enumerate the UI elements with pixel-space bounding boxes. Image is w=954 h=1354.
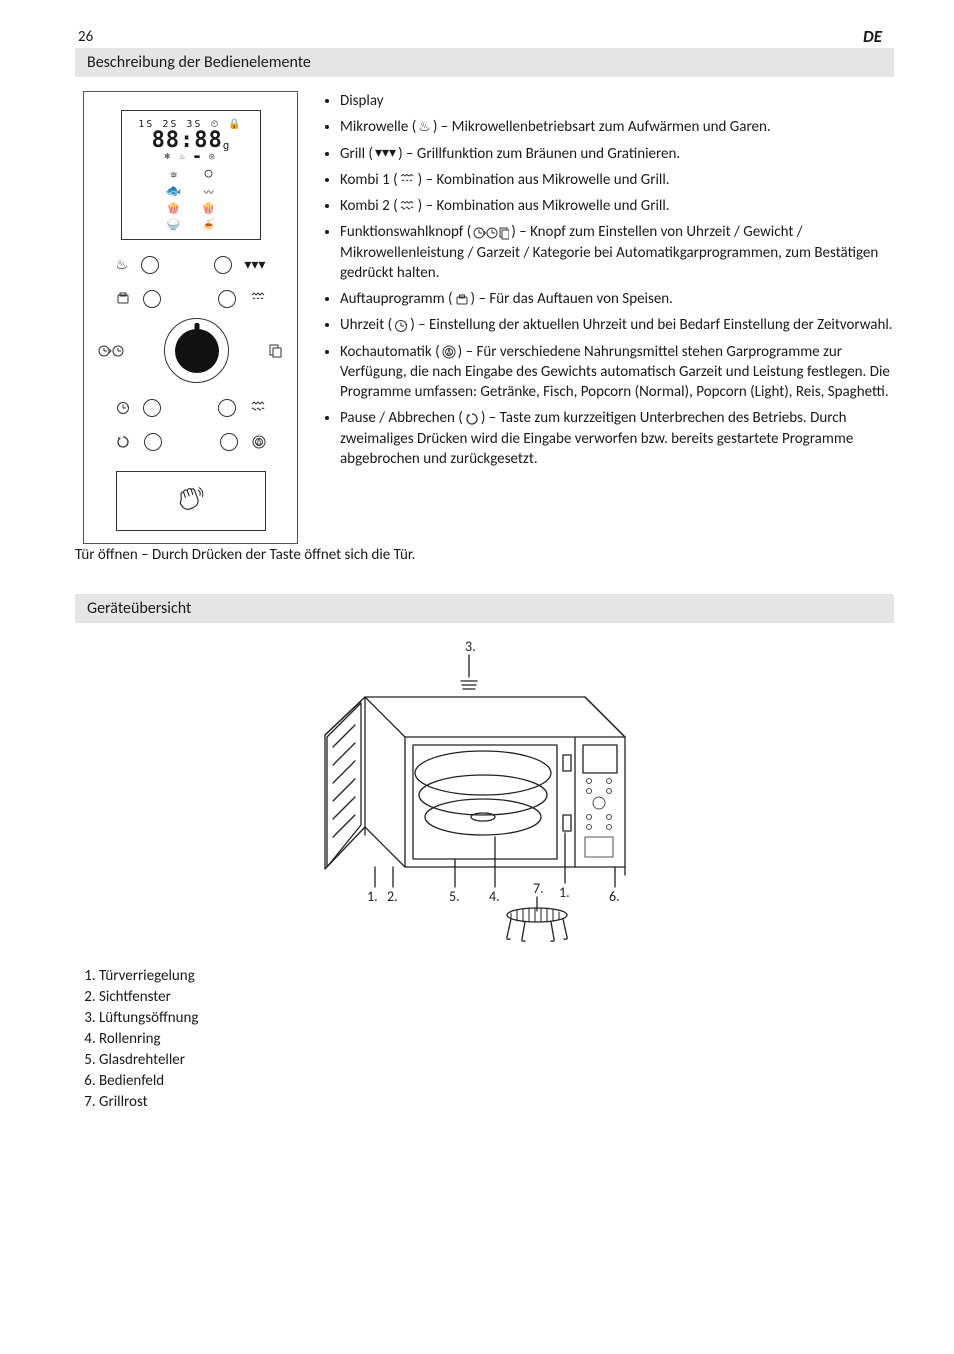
defrost-inline-icon (455, 290, 469, 309)
cup-icon: ☕ (170, 166, 178, 181)
svg-text:7.: 7. (533, 880, 544, 897)
rice-icon: 🍚 (167, 218, 181, 231)
bullet-clock: Uhrzeit () – Einstellung der aktuellen U… (340, 315, 894, 335)
combi1-icon (250, 292, 266, 306)
language-tag: DE (863, 26, 882, 47)
comp-4: Rollenring (99, 1030, 894, 1048)
combi2-icon (250, 401, 266, 415)
clock-icons (98, 344, 124, 358)
bullet-combi2: Kombi 2 () – Kombination aus Mikrowelle … (340, 196, 894, 216)
bullet-defrost: Auftauprogramm () – Für das Auftauen von… (340, 289, 894, 309)
section2-title: Geräteübersicht (75, 594, 894, 623)
popcorn2-icon: 🍿 (202, 202, 216, 215)
spaghetti-icon: 🍝 (202, 218, 216, 231)
micro-icon: ♨ (116, 258, 129, 272)
bullet-grill: Grill (▾▾▾) – Grillfunktion zum Bräunen … (340, 144, 894, 164)
svg-text:6.: 6. (609, 888, 620, 905)
grill-inline-icon: ▾▾▾ (375, 144, 396, 163)
section1-title: Beschreibung der Bedienelemente (75, 48, 894, 77)
display-row3: ❄ ♨ ▬ ◎ (165, 152, 217, 162)
svg-text:1.: 1. (559, 884, 570, 901)
svg-text:1.: 1. (367, 888, 378, 905)
wave-icon: 〰 (204, 184, 214, 199)
popcorn-icon: 🍿 (167, 202, 181, 215)
bullet-combi1: Kombi 1 () – Kombination aus Mikrowelle … (340, 170, 894, 190)
clock-button[interactable] (143, 399, 161, 417)
svg-text:4.: 4. (489, 888, 500, 905)
bullet-func-knob: Funktionswahlknopf ( ) – Knopf zum Einst… (340, 222, 894, 283)
svg-text:2.: 2. (387, 888, 398, 905)
combi1-button[interactable] (218, 290, 236, 308)
micro-button[interactable] (141, 256, 159, 274)
grill-button[interactable] (214, 256, 232, 274)
defrost-button[interactable] (143, 290, 161, 308)
pause-inline-icon (465, 409, 479, 428)
comp-6: Bedienfeld (99, 1072, 894, 1090)
fish-icon: 🐟 (166, 184, 182, 199)
components-list: Türverriegelung Sichtfenster Lüftungsöff… (75, 967, 894, 1111)
door-open-text: Tür öffnen – Durch Drücken der Taste öff… (75, 546, 894, 564)
ring-icon: ○ (205, 166, 213, 181)
control-panel-illustration: 1S 2S 3S ⏲ 🔒 88:88 g ❄ ♨ ▬ ◎ ☕ 🐟 🍿 🍚 ○ (83, 91, 298, 544)
door-open-button[interactable] (116, 471, 266, 531)
funcknob-inline-icon (473, 223, 509, 242)
hand-icon (167, 476, 215, 526)
bullet-auto: Kochautomatik () – Für verschiedene Nahr… (340, 342, 894, 403)
function-knob[interactable] (164, 318, 229, 383)
svg-text:3.: 3. (465, 638, 476, 655)
bullet-display: Display (340, 91, 894, 111)
defrost-icon (116, 292, 130, 306)
clock-arrow-icon (116, 401, 130, 415)
multi-icon (269, 344, 283, 358)
svg-text:5.: 5. (449, 888, 460, 905)
combi2-inline-icon (400, 197, 416, 216)
auto-button[interactable] (220, 433, 238, 451)
pause-icon (116, 435, 130, 449)
comp-2: Sichtfenster (99, 988, 894, 1006)
grill-icon: ▾▾▾ (244, 258, 265, 272)
page-number: 26 (78, 28, 93, 46)
clock-inline-icon (394, 316, 408, 335)
combi2-button[interactable] (218, 399, 236, 417)
comp-5: Glasdrehteller (99, 1051, 894, 1069)
display-row2: 88:88 (152, 130, 223, 152)
bullet-pause: Pause / Abbrechen () – Taste zum kurzzei… (340, 408, 894, 469)
comp-1: Türverriegelung (99, 967, 894, 985)
display-screen: 1S 2S 3S ⏲ 🔒 88:88 g ❄ ♨ ▬ ◎ ☕ 🐟 🍿 🍚 ○ (121, 110, 261, 240)
microwave-illustration: 3. (305, 637, 665, 957)
display-g: g (223, 139, 230, 152)
auto-icon (252, 435, 266, 449)
pause-button[interactable] (144, 433, 162, 451)
micro-inline-icon: ♨ (418, 118, 431, 137)
bullet-microwave: Mikrowelle (♨) – Mikrowellenbetriebsart … (340, 117, 894, 137)
comp-7: Grillrost (99, 1093, 894, 1111)
comp-3: Lüftungsöffnung (99, 1009, 894, 1027)
controls-description-list: Display Mikrowelle (♨) – Mikrowellenbetr… (316, 91, 894, 475)
auto-inline-icon (442, 342, 456, 361)
combi1-inline-icon (400, 171, 416, 190)
